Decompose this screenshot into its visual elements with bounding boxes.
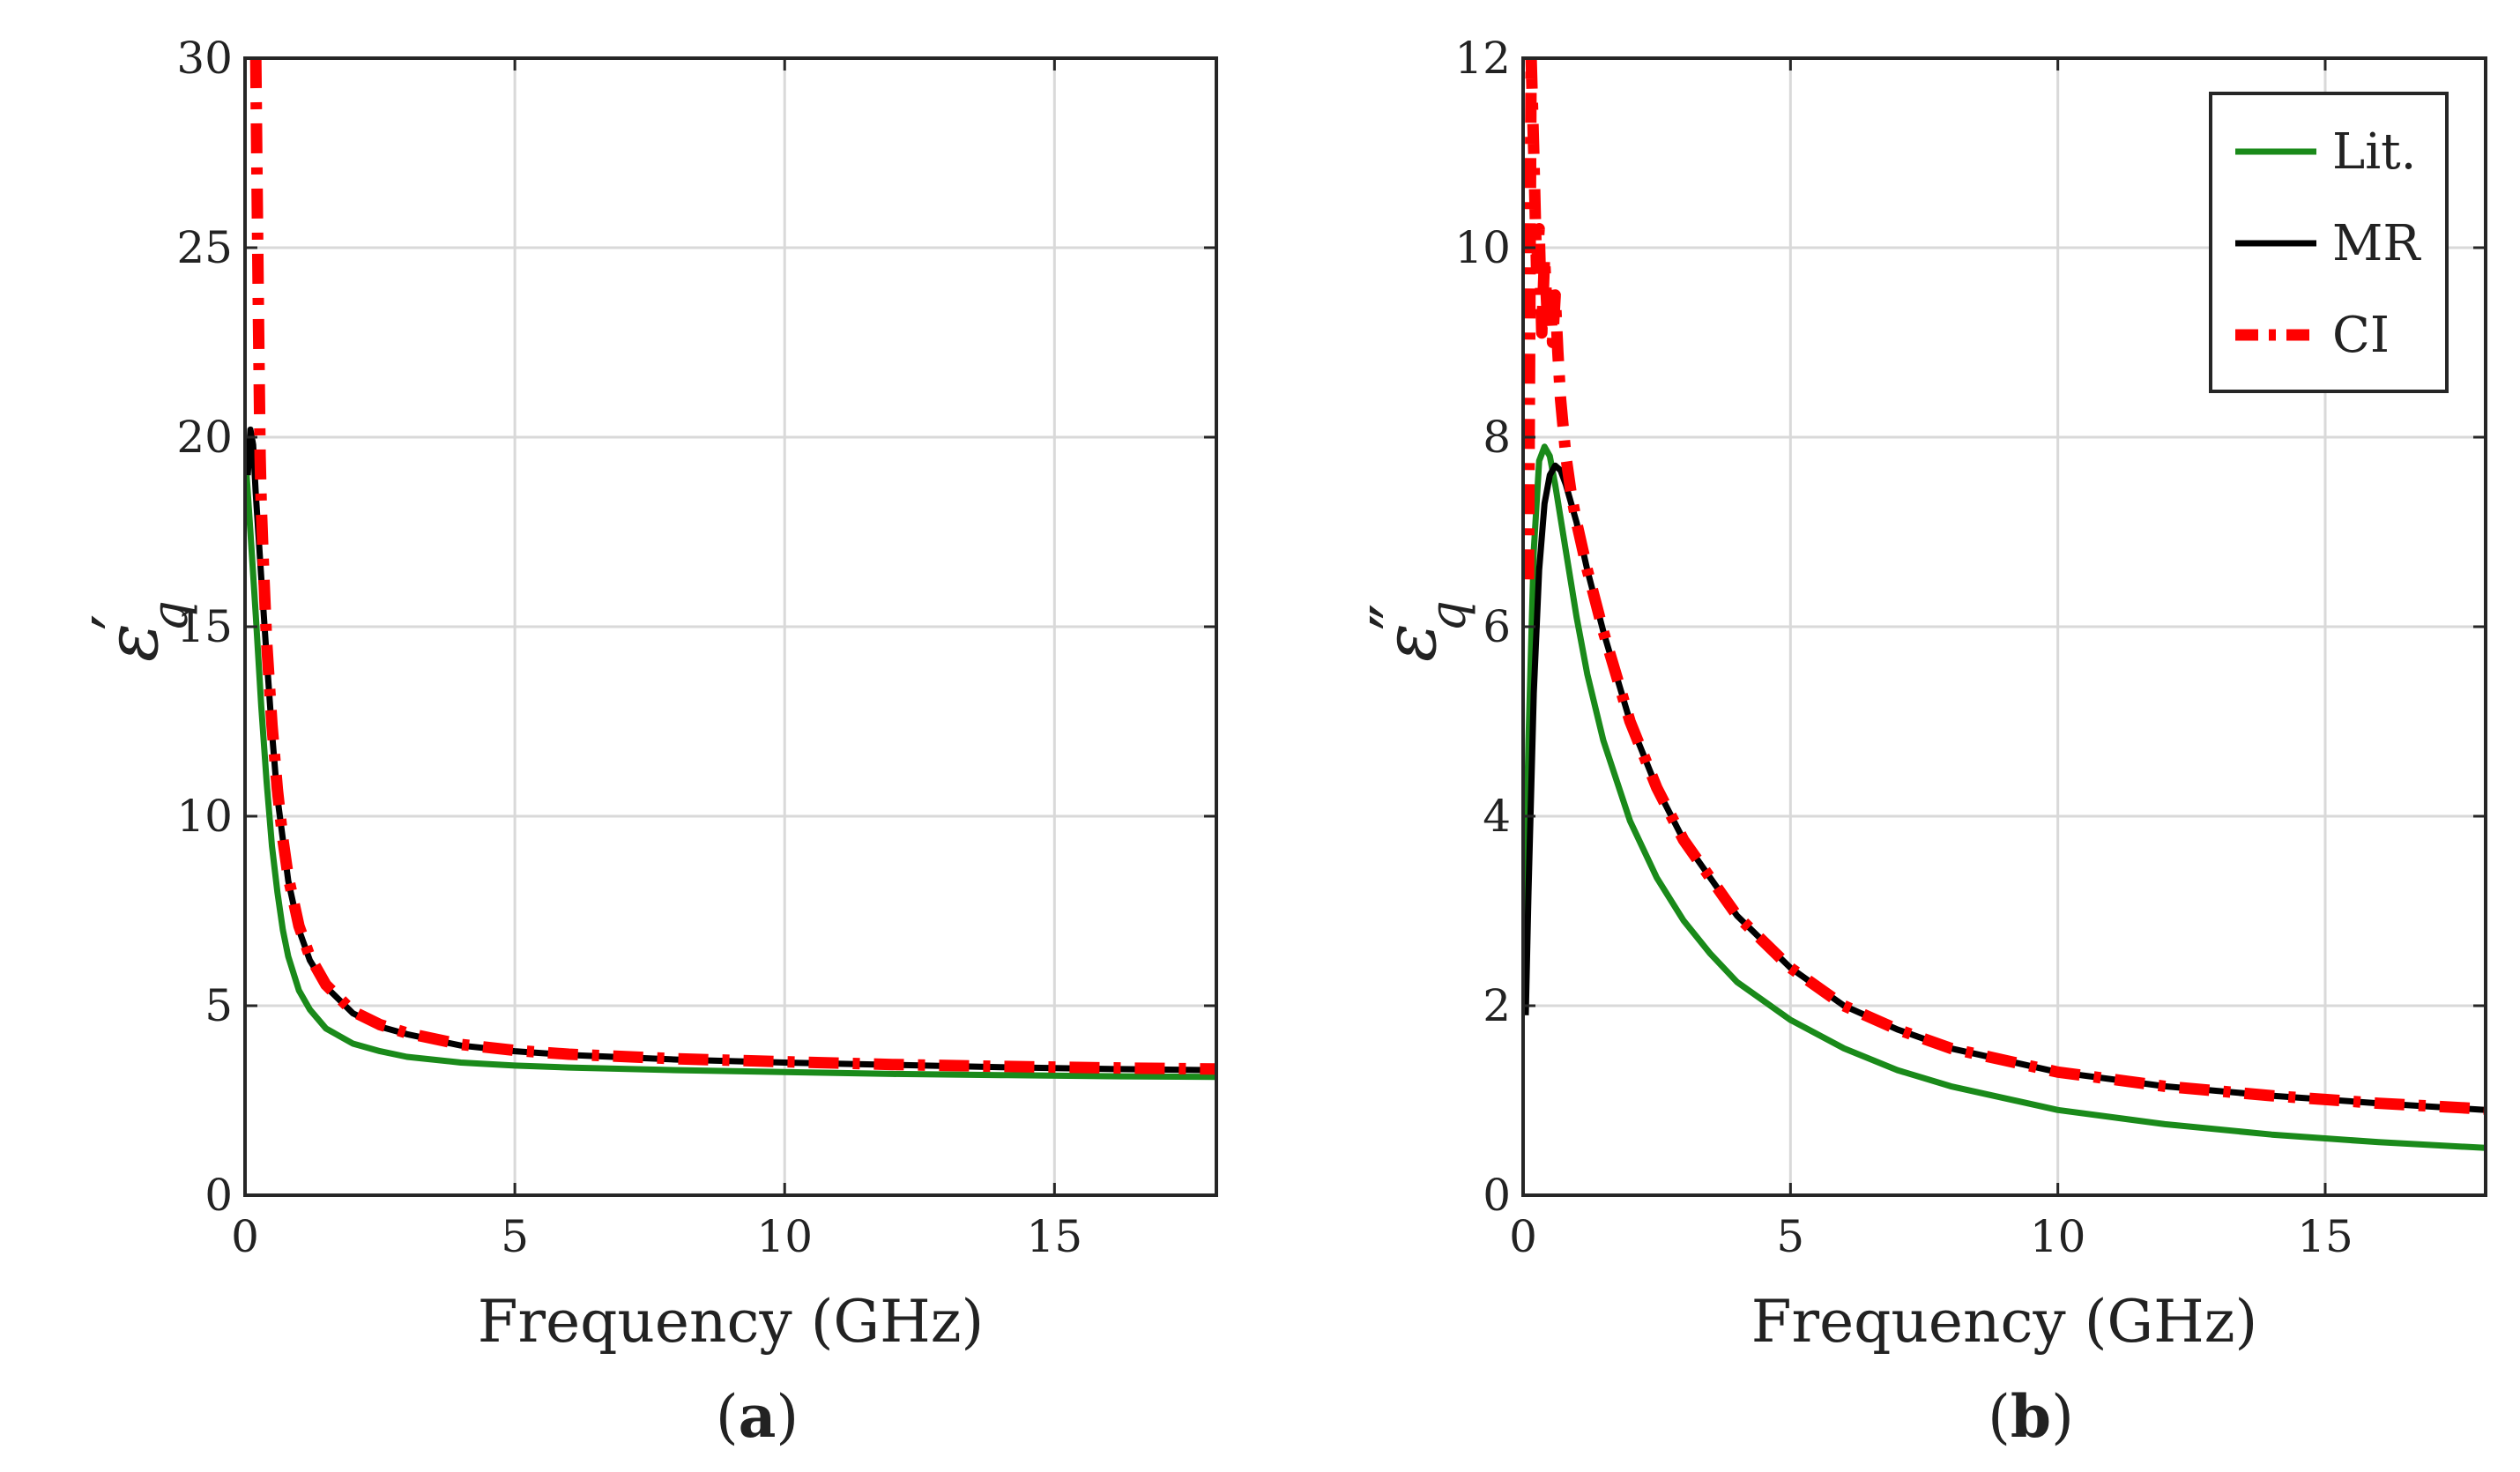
panel-b-y-tick-label-2: 2: [1483, 980, 1511, 1031]
panel-b-y-axis-label-prime: ″: [1357, 603, 1440, 630]
panel-a-y-tick-label-15: 15: [176, 601, 233, 652]
panel-b-legend-label-ci: CI: [2332, 307, 2390, 364]
panel-b-chart: 0 5 10 15 0 2 4 6 8 10 12 Frequency (GHz) εq″ (b) Lit.…: [1357, 33, 2487, 1451]
panel-a-x-axis-label: Frequency (GHz): [478, 1288, 985, 1356]
panel-a-y-tick-label-20: 20: [176, 412, 233, 463]
panel-a-series-mr-line: [245, 426, 1216, 1074]
panel-a-label: (a): [716, 1382, 799, 1451]
panel-b-x-tick-label-0: 0: [1509, 1211, 1537, 1262]
panel-a-y-tick-label-25: 25: [176, 222, 233, 273]
panel-a-label-letter: a: [739, 1382, 777, 1451]
panel-b-y-tick-label-4: 4: [1483, 791, 1511, 842]
panel-b-legend: Lit. MR CI: [2209, 92, 2449, 393]
panel-a-y-axis-label-symbol: ε: [91, 623, 175, 662]
panel-a-x-tick-label-10: 10: [756, 1211, 813, 1262]
panel-b-x-tick-label-15: 15: [2297, 1211, 2353, 1262]
panel-a-y-axis-label-prime: ′: [78, 613, 162, 630]
panel-b-x-tick-label-10: 10: [2030, 1211, 2086, 1262]
panel-a-label-open-paren: (: [716, 1383, 739, 1451]
panel-b-y-tick-label-8: 8: [1483, 412, 1511, 463]
panel-b-label: (b): [1988, 1382, 2074, 1451]
panel-a-y-tick-label-30: 30: [176, 33, 233, 84]
panel-b-label-open-paren: (: [1988, 1383, 2011, 1451]
panel-b-series-ci-line: [1523, 58, 2486, 1115]
panel-a-x-tick-label-15: 15: [1027, 1211, 1083, 1262]
panel-a-x-tick-label-5: 5: [501, 1211, 529, 1262]
panel-a-y-tick-label-0: 0: [204, 1170, 233, 1221]
panel-a-y-tick-label-10: 10: [176, 791, 233, 842]
panel-a-series-ci-line: [249, 58, 1216, 1075]
panel-b-series-mr-line: [1523, 462, 2486, 1113]
panel-b-y-tick-label-6: 6: [1483, 601, 1511, 652]
panel-a-y-axis-label-subscript: q: [142, 600, 199, 632]
panel-b-y-tick-label-0: 0: [1483, 1170, 1511, 1221]
panel-b-legend-label-mr: MR: [2332, 215, 2421, 272]
panel-a-chart: 0 5 10 15 0 5 10 15 20 25 30 Frequency (GHz) εq′ (a): [78, 33, 1218, 1451]
panel-b-x-tick-label-5: 5: [1776, 1211, 1804, 1262]
panel-b-legend-label-lit: Lit.: [2332, 123, 2416, 181]
panel-b-y-axis-label-subscript: q: [1420, 600, 1477, 632]
panel-b-y-axis-label-symbol: ε: [1369, 623, 1453, 662]
panel-a-y-axis-label: εq′: [78, 600, 199, 662]
panel-b-label-close-paren: ): [2051, 1383, 2074, 1451]
panel-a-y-tick-label-5: 5: [204, 980, 233, 1031]
panel-a-series-lit-line: [245, 467, 1216, 1081]
panel-b-label-letter: b: [2011, 1382, 2051, 1451]
panel-b-y-tick-label-10: 10: [1454, 222, 1511, 273]
panel-b-y-axis-label: εq″: [1357, 600, 1477, 662]
panel-b-x-axis-label: Frequency (GHz): [1751, 1288, 2258, 1356]
panel-a-x-tick-label-0: 0: [231, 1211, 259, 1262]
panel-b-series-lit-line: [1523, 443, 2486, 1151]
panel-b-y-tick-label-12: 12: [1454, 33, 1511, 84]
panel-a-label-close-paren: ): [776, 1383, 799, 1451]
